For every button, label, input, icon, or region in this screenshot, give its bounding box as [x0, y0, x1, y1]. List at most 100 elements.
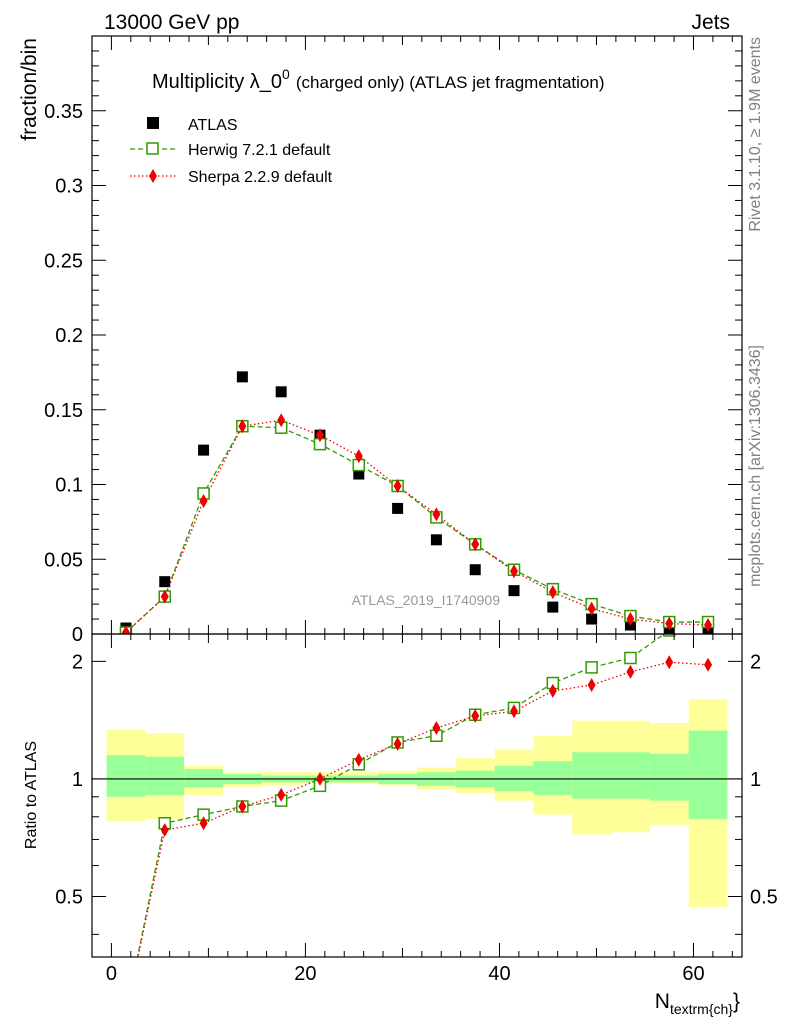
point-sherpa — [704, 618, 713, 633]
y-axis-label-bottom: Ratio to ATLAS — [23, 741, 40, 849]
point-sherpa — [626, 612, 635, 627]
series-line-herwig — [125, 425, 709, 633]
inner-band — [533, 761, 573, 795]
point-sherpa — [432, 507, 441, 522]
ratio-point-herwig — [624, 651, 637, 665]
ratio-point-sherpa — [432, 721, 441, 736]
point-atlas — [586, 613, 598, 625]
y-tick-label-ratio-right: 0.5 — [750, 887, 778, 909]
mcplots-label: mcplots.cern.ch [arXiv:1306.3436] — [747, 345, 764, 587]
chart-title: Multiplicity λ_00 (charged only) (ATLAS j… — [152, 66, 605, 93]
ratio-series — [120, 599, 714, 1021]
top-series — [119, 371, 715, 634]
rivet-label: Rivet 3.1.10, ≥ 1.9M events — [747, 37, 764, 232]
inner-band — [145, 756, 185, 795]
point-atlas — [469, 564, 481, 576]
inner-band — [572, 752, 612, 799]
legend-marker-sherpa — [149, 169, 157, 183]
ratio-line-sherpa — [137, 661, 709, 957]
header-left: 13000 GeV pp — [104, 11, 239, 34]
legend: ATLAS Herwig 7.2.1 default Sherpa 2.2.9 … — [130, 117, 333, 186]
y-tick-label-top: 0.3 — [55, 176, 83, 198]
y-tick-label-top: 0.15 — [44, 400, 83, 422]
point-sherpa — [393, 478, 402, 493]
point-atlas — [236, 371, 248, 383]
y-tick-label-ratio-right: 2 — [750, 651, 761, 673]
ratio-point-sherpa — [315, 771, 324, 786]
ratio-point-sherpa — [471, 708, 480, 723]
legend-label-atlas: ATLAS — [188, 117, 238, 134]
point-atlas — [547, 601, 559, 613]
ratio-point-herwig — [120, 1009, 131, 1020]
point-sherpa — [510, 564, 519, 579]
y-tick-label-top: 0 — [72, 624, 83, 646]
inner-band — [611, 752, 650, 799]
point-sherpa — [548, 585, 557, 600]
ratio-point-sherpa — [548, 683, 557, 698]
x-tick-label: 60 — [682, 963, 704, 985]
y-tick-label-top: 0.05 — [44, 549, 83, 571]
legend-marker-herwig — [146, 142, 159, 155]
y-tick-label-top: 0.25 — [44, 250, 83, 272]
ratio-point-herwig — [662, 634, 676, 637]
ratio-line-herwig — [136, 634, 666, 957]
inner-band — [106, 755, 146, 797]
header-right: Jets — [691, 11, 730, 34]
x-axis-label: Ntextrm{ch}} — [655, 990, 740, 1017]
y-tick-label-ratio-left: 2 — [72, 651, 83, 673]
ratio-point-sherpa — [510, 704, 519, 719]
ratio-point-sherpa — [626, 664, 635, 679]
point-sherpa — [471, 537, 480, 552]
inner-band — [649, 753, 689, 801]
point-sherpa — [199, 493, 208, 508]
x-tick-label: 0 — [106, 963, 117, 985]
ratio-point-sherpa — [160, 823, 169, 838]
point-atlas — [159, 576, 171, 588]
ratio-point-sherpa — [122, 1007, 130, 1021]
y-tick-label-ratio-right: 1 — [750, 769, 761, 791]
point-atlas — [198, 444, 210, 456]
axes: 0 20 40 60 0 0.05 0.1 0.15 0.2 0.25 0.3 0.35 0.5 0.5 1… — [44, 35, 778, 985]
point-sherpa — [665, 616, 674, 631]
point-sherpa — [277, 413, 286, 428]
y-tick-label-ratio-left: 1 — [72, 769, 83, 791]
ratio-point-sherpa — [665, 655, 674, 670]
analysis-label: ATLAS_2019_I1740909 — [352, 592, 501, 608]
inner-band — [688, 730, 728, 819]
legend-label-sherpa: Sherpa 2.2.9 default — [188, 169, 333, 186]
point-sherpa — [121, 625, 130, 634]
ratio-frame — [91, 633, 743, 958]
point-atlas — [392, 502, 404, 514]
ratio-point-herwig — [703, 599, 714, 610]
point-atlas — [353, 468, 365, 480]
y-tick-label-top: 0.35 — [44, 101, 83, 123]
ratio-point-sherpa — [354, 752, 363, 767]
point-sherpa — [354, 449, 363, 464]
ratio-point-herwig — [585, 661, 598, 674]
point-atlas — [275, 386, 287, 398]
point-sherpa — [160, 589, 169, 604]
ratio-point-sherpa — [393, 736, 402, 751]
ratio-point-sherpa — [704, 657, 713, 672]
series-layer — [119, 371, 715, 1021]
point-sherpa — [315, 428, 324, 443]
legend-label-herwig: Herwig 7.2.1 default — [188, 142, 331, 159]
y-tick-label-top: 0.2 — [55, 325, 83, 347]
series-line-sherpa — [125, 419, 709, 633]
ratio-point-sherpa — [199, 816, 208, 831]
y-axis-label-top: fraction/bin — [18, 38, 41, 141]
ratio-point-sherpa — [238, 799, 247, 814]
point-sherpa — [238, 419, 247, 434]
y-tick-label-ratio-left: 0.5 — [55, 887, 83, 909]
legend-marker-atlas — [147, 117, 159, 129]
ratio-point-sherpa — [277, 787, 286, 802]
ratio-point-sherpa — [587, 677, 596, 692]
point-atlas — [430, 534, 442, 546]
y-tick-label-top: 0.1 — [55, 475, 83, 497]
uncertainty-bands — [92, 699, 742, 907]
point-atlas — [508, 585, 520, 597]
x-tick-label: 40 — [488, 963, 510, 985]
x-tick-label: 20 — [294, 963, 316, 985]
point-sherpa — [587, 601, 596, 616]
